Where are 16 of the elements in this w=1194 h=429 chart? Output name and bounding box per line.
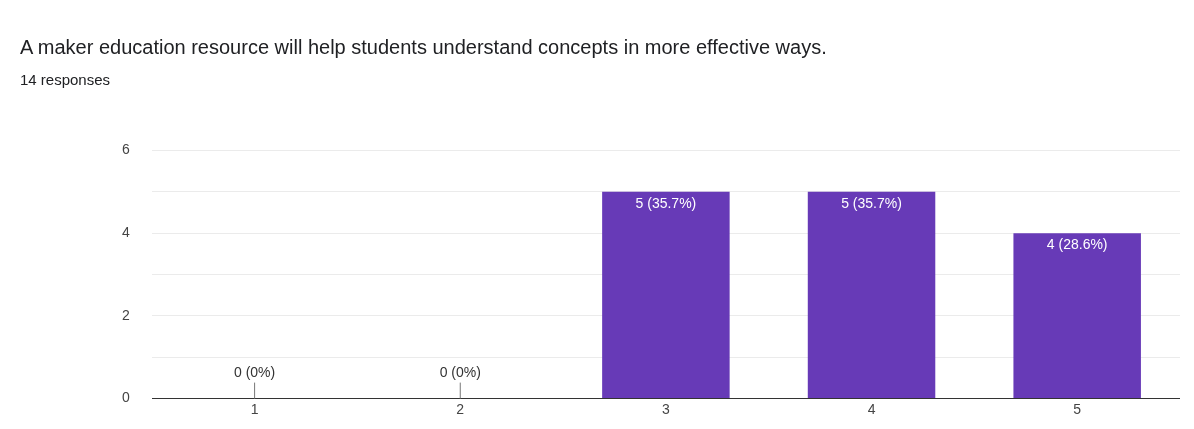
- data-label: 5 (35.7%): [635, 194, 697, 211]
- data-label: 0 (0%): [439, 364, 481, 381]
- data-label: 5 (35.7%): [841, 194, 902, 211]
- chart-subtitle: 14 responses: [20, 71, 111, 88]
- y-tick-label: 4: [121, 223, 130, 240]
- y-tick-label: 2: [121, 306, 130, 323]
- x-tick-label: 3: [661, 400, 670, 417]
- y-tick-label: 6: [121, 141, 130, 158]
- chart-title: A maker education resource will help students understand concepts in more effective ways.: [20, 36, 827, 59]
- data-label: 0 (0%): [233, 364, 276, 381]
- x-tick-label: 2: [456, 400, 465, 417]
- data-label: 4 (28.6%): [1046, 235, 1108, 252]
- x-tick-label: 5: [1073, 400, 1082, 417]
- y-tick-label: 0: [121, 389, 130, 406]
- x-tick-label: 4: [867, 400, 876, 417]
- x-tick-label: 1: [250, 400, 259, 417]
